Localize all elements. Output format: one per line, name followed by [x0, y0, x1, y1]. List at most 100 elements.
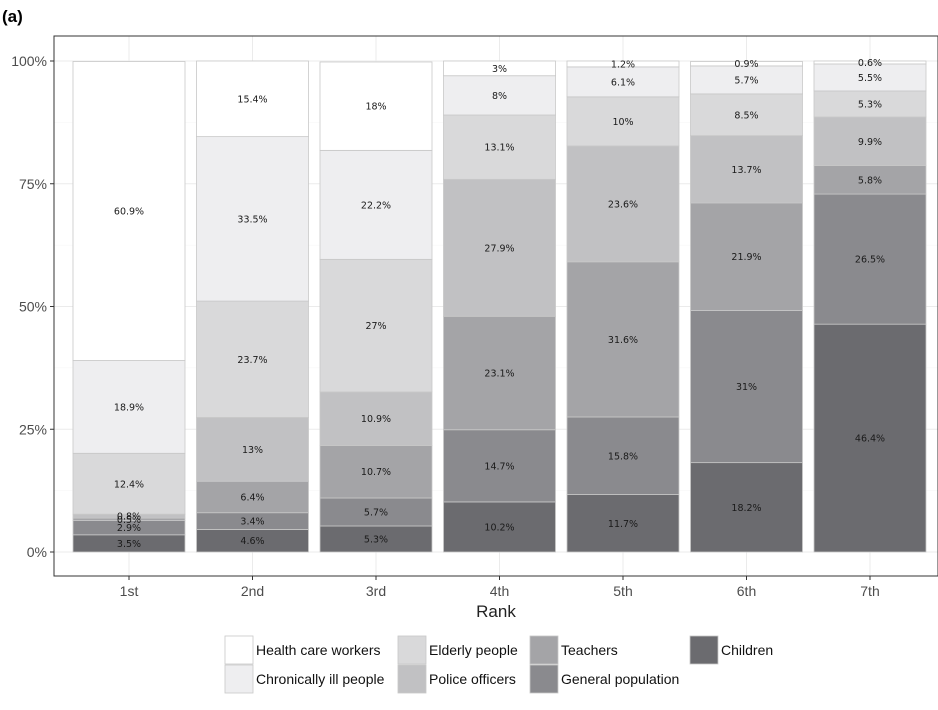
data-label: 1.2% — [611, 59, 635, 70]
bar-segment — [196, 417, 309, 482]
bar-segment — [443, 178, 556, 317]
data-label: 2.9% — [117, 523, 141, 534]
data-label: 15.4% — [237, 94, 267, 105]
data-label: 15.8% — [608, 451, 638, 462]
bar-segment — [813, 165, 927, 195]
data-label: 0.8% — [117, 512, 141, 523]
bar-segment — [196, 480, 309, 514]
bar-segment — [319, 258, 433, 393]
bar-segment — [566, 66, 680, 98]
data-label: 13.7% — [731, 165, 761, 176]
bar-segment — [196, 136, 309, 302]
bar-segment — [72, 360, 186, 454]
data-label: 5.3% — [858, 99, 882, 110]
bar-segment — [690, 65, 803, 95]
y-tick-label: 75% — [19, 176, 47, 192]
data-label: 31% — [736, 382, 757, 393]
data-label: 0.5% — [117, 515, 141, 526]
legend-label: Elderly people — [429, 642, 518, 658]
y-tick-label: 50% — [19, 299, 47, 315]
bars — [72, 60, 927, 553]
x-tick-label: 5th — [613, 583, 632, 599]
data-label: 18% — [365, 102, 386, 113]
data-label: 11.7% — [608, 519, 638, 530]
data-label: 31.6% — [608, 335, 638, 346]
data-label: 60.9% — [114, 207, 144, 218]
x-tick-label: 4th — [490, 583, 509, 599]
data-label: 12.4% — [114, 479, 144, 490]
bar-segment — [72, 61, 186, 361]
bar-segment — [813, 63, 927, 92]
panel-label: (a) — [2, 7, 23, 26]
legend-label: Health care workers — [256, 642, 381, 658]
legend-swatch — [529, 664, 559, 694]
data-label: 13% — [242, 445, 263, 456]
bar-segment — [690, 135, 803, 204]
data-label: 26.5% — [855, 255, 885, 266]
data-label: 33.5% — [237, 214, 267, 225]
x-tick-label: 2nd — [241, 583, 264, 599]
legend-swatch — [224, 635, 254, 665]
bar-segment — [813, 90, 927, 118]
data-label: 10.9% — [361, 414, 391, 425]
x-tick-label: 6th — [737, 583, 756, 599]
data-label: 6.1% — [611, 77, 635, 88]
bar-segment — [566, 416, 680, 495]
data-label: 22.2% — [361, 200, 391, 211]
data-label: 5.8% — [858, 175, 882, 186]
bar-segment — [443, 114, 556, 180]
data-label: 8.5% — [734, 110, 758, 121]
data-label: 27% — [365, 321, 386, 332]
x-tick-label: 7th — [860, 583, 879, 599]
data-label: 27.9% — [484, 243, 514, 254]
bar-segment — [690, 202, 803, 311]
data-label: 4.6% — [240, 536, 264, 547]
bar-segment — [443, 501, 556, 553]
legend-label: General population — [561, 671, 679, 687]
x-axis-title: Rank — [476, 602, 516, 621]
data-label: 3% — [492, 64, 507, 75]
legend-label: Chronically ill people — [256, 671, 385, 687]
bar-segment — [443, 315, 556, 431]
bar-segment — [813, 193, 927, 325]
data-label: 46.4% — [855, 434, 885, 445]
y-tick-label: 100% — [11, 53, 47, 69]
bar-segment — [319, 391, 433, 446]
data-label: 23.7% — [237, 355, 267, 366]
legend-swatch — [397, 664, 427, 694]
bar-segment — [566, 60, 680, 68]
bar-segment — [443, 429, 556, 503]
bar-segment — [72, 452, 186, 515]
bar-segment — [566, 96, 680, 147]
bar-segment — [813, 60, 927, 65]
data-label: 5.3% — [364, 534, 388, 545]
data-label: 18.2% — [731, 503, 761, 514]
y-tick-label: 0% — [27, 544, 47, 560]
legend-swatch — [397, 635, 427, 665]
data-label: 10% — [612, 117, 633, 128]
data-label: 0.6% — [858, 58, 882, 69]
bar-segment — [690, 310, 803, 464]
data-label: 9.9% — [858, 137, 882, 148]
data-label: 10.7% — [361, 467, 391, 478]
data-label: 8% — [492, 91, 507, 102]
data-label: 21.9% — [731, 252, 761, 263]
x-axis: 1st 2nd 3rd 4th 5th 6th 7th — [120, 576, 880, 599]
bar-segment — [196, 300, 309, 418]
data-labels: 3.5% 2.9%0.5%0.8% 12.4% 18.9% 60.9% 4.6% 3.4% 6… — [114, 58, 885, 550]
bar-segment — [319, 445, 433, 499]
data-label: 6.4% — [240, 493, 264, 504]
bar-segment — [690, 462, 803, 553]
data-label: 5.7% — [734, 75, 758, 86]
data-label: 5.5% — [858, 73, 882, 84]
y-axis: 0% 25% 50% 75% 100% — [11, 53, 54, 560]
data-label: 13.1% — [484, 143, 514, 154]
x-tick-label: 3rd — [366, 583, 386, 599]
bar-segment — [443, 75, 556, 116]
legend-label: Children — [721, 642, 773, 658]
legend-swatch — [689, 635, 719, 665]
bar-segment — [196, 60, 309, 138]
bar-segment — [319, 61, 433, 151]
